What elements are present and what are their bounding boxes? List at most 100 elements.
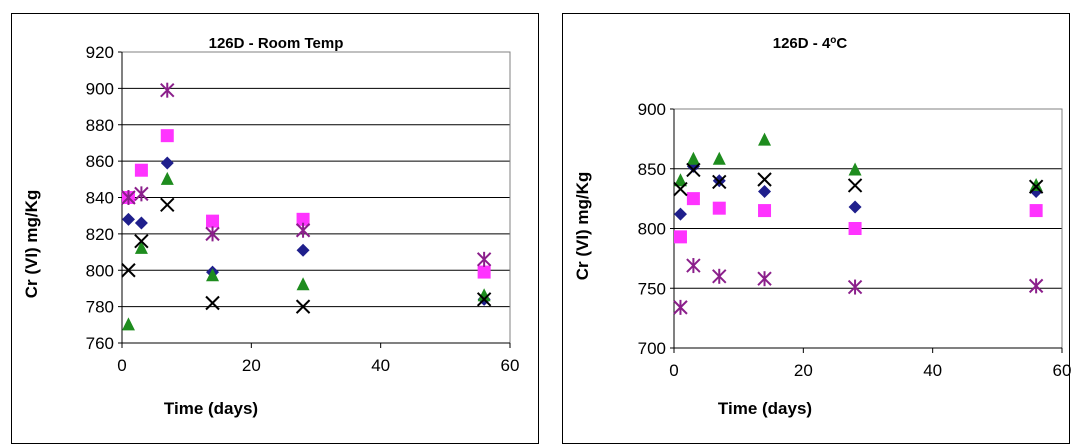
data-point-square xyxy=(206,214,220,228)
data-point-x-stroke xyxy=(160,197,175,212)
data-point-x-stroke xyxy=(134,233,149,249)
data-point-diamond xyxy=(134,216,148,230)
data-point-x xyxy=(847,178,863,193)
data-point-x-stroke xyxy=(686,162,701,178)
data-point-triangle xyxy=(758,132,772,146)
data-point-square xyxy=(686,192,700,206)
x-tick-label: 0 xyxy=(669,361,678,380)
y-tick-label: 760 xyxy=(86,334,114,353)
data-point-square xyxy=(477,265,491,279)
data-point-triangle xyxy=(160,171,174,185)
data-point-triangle xyxy=(848,162,862,176)
data-point-asterisk xyxy=(673,299,688,315)
data-point-x xyxy=(295,299,311,314)
data-point-x-stroke xyxy=(757,172,772,187)
data-point-asterisk xyxy=(476,251,492,267)
data-point-asterisk xyxy=(121,190,136,205)
data-point-triangle xyxy=(296,277,310,291)
data-point-square xyxy=(1029,204,1043,218)
y-tick-label: 820 xyxy=(86,225,114,244)
data-point-asterisk xyxy=(847,279,863,295)
chart-panel-room-temp: 126D - Room Temp Time (days) Cr (VI) mg/… xyxy=(11,13,539,444)
data-point-x-stroke xyxy=(121,263,136,278)
chart-title: 126D - Room Temp xyxy=(209,35,344,52)
data-point-x-stroke xyxy=(673,181,688,197)
y-tick-label: 750 xyxy=(638,279,666,298)
data-point-diamond xyxy=(848,200,862,214)
y-tick-label: 860 xyxy=(86,152,114,171)
x-tick-label: 0 xyxy=(117,356,126,375)
data-point-diamond xyxy=(296,243,310,257)
data-point-x xyxy=(673,181,688,197)
data-point-x xyxy=(121,263,136,278)
data-point-diamond xyxy=(160,156,174,170)
data-point-x xyxy=(757,172,772,187)
y-tick-label: 800 xyxy=(638,220,666,239)
data-point-square xyxy=(134,163,148,177)
y-axis-label: Cr (VI) mg/Kg xyxy=(22,190,41,299)
data-point-diamond xyxy=(758,184,772,198)
data-point-diamond xyxy=(121,212,135,226)
data-point-x xyxy=(205,295,220,311)
data-point-x-stroke xyxy=(1028,179,1044,194)
y-tick-label: 900 xyxy=(86,79,114,98)
chart-room-temp: 126D - Room Temp Time (days) Cr (VI) mg/… xyxy=(22,35,520,418)
data-point-x xyxy=(686,162,701,178)
y-tick-label: 700 xyxy=(638,339,666,358)
data-point-triangle xyxy=(134,240,148,254)
chart-4c: 126D - 4oC Time (days) Cr (VI) mg/Kg 700… xyxy=(573,35,1071,418)
data-point-asterisk xyxy=(295,222,311,238)
x-tick-label: 20 xyxy=(242,356,261,375)
data-point-x-stroke xyxy=(295,299,311,314)
chart-title-text: 126D - 4 xyxy=(773,35,831,52)
y-tick-label: 800 xyxy=(86,261,114,280)
data-point-asterisk xyxy=(757,271,772,287)
chart-panel-4c: 126D - 4oC Time (days) Cr (VI) mg/Kg 700… xyxy=(562,13,1071,444)
x-axis-label: Time (days) xyxy=(718,399,812,418)
data-point-x-stroke xyxy=(476,292,492,307)
data-point-x xyxy=(160,197,175,212)
x-tick-label: 40 xyxy=(923,361,942,380)
chart-title: 126D - 4oC xyxy=(773,35,848,52)
y-tick-label: 920 xyxy=(86,43,114,62)
data-point-asterisk xyxy=(712,268,727,284)
data-point-x xyxy=(1028,179,1044,194)
x-tick-label: 40 xyxy=(371,356,390,375)
y-tick-label: 880 xyxy=(86,116,114,135)
data-point-asterisk xyxy=(160,82,175,98)
data-point-triangle xyxy=(121,317,135,331)
x-tick-label: 20 xyxy=(794,361,813,380)
y-axis-label: Cr (VI) mg/Kg xyxy=(573,172,592,281)
data-point-asterisk xyxy=(1028,278,1044,294)
data-point-square xyxy=(848,222,862,235)
y-tick-label: 840 xyxy=(86,189,114,208)
data-point-x xyxy=(476,292,492,307)
data-point-square xyxy=(296,212,310,226)
data-point-x xyxy=(134,233,149,249)
x-tick-label: 60 xyxy=(501,356,520,375)
y-tick-label: 780 xyxy=(86,298,114,317)
data-point-asterisk xyxy=(205,226,220,242)
chart-title-degree: o xyxy=(830,35,836,46)
data-point-x-stroke xyxy=(847,178,863,193)
data-point-triangle xyxy=(206,268,220,282)
data-point-square xyxy=(673,230,687,244)
y-tick-label: 850 xyxy=(638,160,666,179)
data-point-asterisk xyxy=(686,258,701,274)
data-point-square xyxy=(160,129,174,143)
data-point-asterisk xyxy=(134,186,149,202)
data-point-triangle xyxy=(686,151,700,165)
y-tick-label: 900 xyxy=(638,100,666,119)
data-point-triangle xyxy=(1029,177,1043,191)
x-axis-label: Time (days) xyxy=(164,399,258,418)
data-point-square xyxy=(758,204,772,218)
data-point-triangle xyxy=(673,173,687,187)
data-point-x xyxy=(712,174,727,190)
data-point-diamond xyxy=(673,207,687,221)
data-point-triangle xyxy=(477,288,491,302)
data-point-x-stroke xyxy=(205,295,220,311)
data-point-square xyxy=(712,201,726,215)
x-tick-label: 60 xyxy=(1053,361,1071,380)
data-point-triangle xyxy=(712,151,726,165)
chart-title-unit: C xyxy=(836,35,847,52)
